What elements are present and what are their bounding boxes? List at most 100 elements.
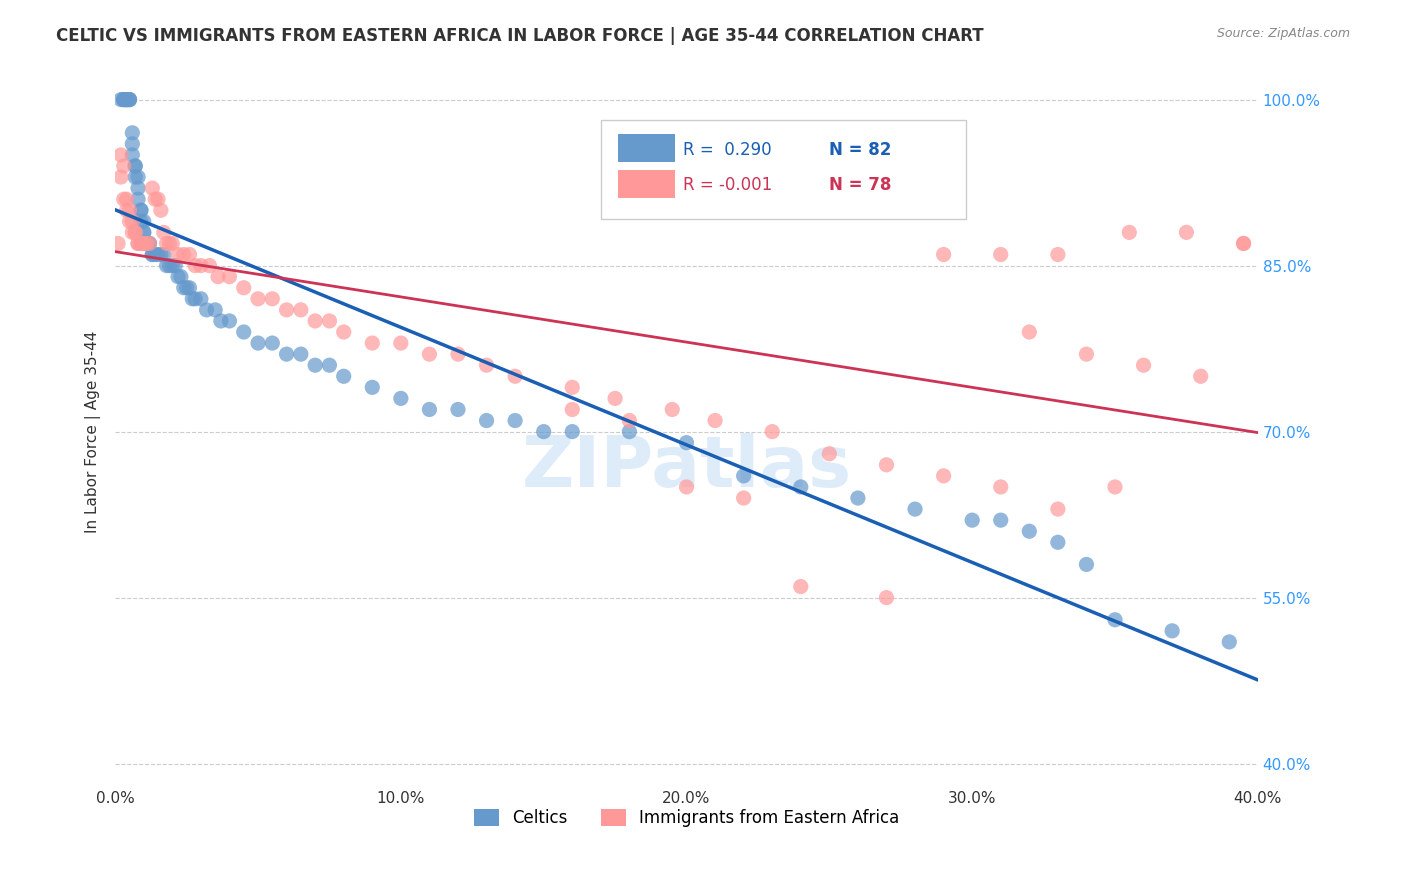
- Point: [159, 236, 181, 251]
- Point: [1161, 624, 1184, 638]
- Point: [124, 159, 146, 173]
- Point: [318, 358, 340, 372]
- Point: [218, 269, 240, 284]
- Point: [389, 392, 412, 406]
- Point: [146, 247, 169, 261]
- Point: [1118, 226, 1140, 240]
- Point: [790, 580, 813, 594]
- Point: [118, 93, 141, 107]
- Point: [932, 469, 955, 483]
- Point: [1076, 347, 1098, 361]
- Point: [132, 226, 155, 240]
- Point: [675, 435, 697, 450]
- Point: [990, 513, 1012, 527]
- Point: [262, 336, 284, 351]
- Point: [1104, 480, 1126, 494]
- Point: [112, 93, 135, 107]
- Point: [141, 247, 163, 261]
- Point: [167, 269, 190, 284]
- Point: [132, 236, 155, 251]
- Point: [1232, 236, 1254, 251]
- Point: [121, 214, 143, 228]
- Point: [129, 236, 152, 251]
- Point: [118, 93, 141, 107]
- Point: [875, 591, 897, 605]
- Point: [198, 259, 221, 273]
- Point: [115, 203, 138, 218]
- Point: [115, 192, 138, 206]
- Point: [162, 259, 184, 273]
- Point: [179, 281, 201, 295]
- Point: [110, 148, 132, 162]
- Point: [733, 469, 755, 483]
- Point: [619, 413, 641, 427]
- Point: [332, 325, 354, 339]
- FancyBboxPatch shape: [619, 134, 675, 162]
- FancyBboxPatch shape: [619, 169, 675, 198]
- Point: [603, 392, 626, 406]
- Point: [389, 336, 412, 351]
- Point: [1104, 613, 1126, 627]
- Point: [135, 236, 157, 251]
- Point: [1175, 226, 1198, 240]
- Point: [184, 292, 207, 306]
- Point: [447, 347, 470, 361]
- Point: [135, 236, 157, 251]
- Point: [124, 226, 146, 240]
- Point: [143, 192, 166, 206]
- Point: [209, 314, 232, 328]
- Point: [207, 269, 229, 284]
- Point: [135, 236, 157, 251]
- Point: [138, 236, 160, 251]
- Point: [165, 259, 187, 273]
- Point: [115, 93, 138, 107]
- Point: [124, 226, 146, 240]
- Point: [110, 169, 132, 184]
- Point: [149, 247, 172, 261]
- Point: [184, 259, 207, 273]
- Point: [152, 247, 174, 261]
- Point: [475, 413, 498, 427]
- Point: [675, 480, 697, 494]
- Point: [818, 447, 841, 461]
- Point: [121, 226, 143, 240]
- Point: [503, 413, 526, 427]
- Point: [790, 480, 813, 494]
- Point: [704, 413, 727, 427]
- Point: [932, 247, 955, 261]
- Point: [904, 502, 927, 516]
- Point: [533, 425, 555, 439]
- Point: [159, 259, 181, 273]
- Point: [1046, 247, 1069, 261]
- Point: [129, 203, 152, 218]
- Point: [138, 236, 160, 251]
- Point: [418, 347, 440, 361]
- Point: [112, 192, 135, 206]
- Point: [127, 236, 149, 251]
- Point: [204, 302, 226, 317]
- Point: [561, 380, 583, 394]
- Y-axis label: In Labor Force | Age 35-44: In Labor Force | Age 35-44: [86, 330, 101, 533]
- Point: [162, 236, 184, 251]
- Point: [127, 169, 149, 184]
- Point: [1132, 358, 1154, 372]
- Text: CELTIC VS IMMIGRANTS FROM EASTERN AFRICA IN LABOR FORCE | AGE 35-44 CORRELATION : CELTIC VS IMMIGRANTS FROM EASTERN AFRICA…: [56, 27, 984, 45]
- Point: [141, 181, 163, 195]
- Point: [1076, 558, 1098, 572]
- Point: [176, 281, 198, 295]
- Point: [112, 93, 135, 107]
- Point: [112, 159, 135, 173]
- Point: [167, 247, 190, 261]
- Point: [361, 336, 384, 351]
- Point: [121, 148, 143, 162]
- Point: [118, 203, 141, 218]
- Text: ZIPatlas: ZIPatlas: [522, 433, 852, 501]
- Point: [218, 314, 240, 328]
- Point: [276, 302, 298, 317]
- Point: [129, 214, 152, 228]
- Text: R =  0.290: R = 0.290: [683, 141, 772, 159]
- Point: [129, 236, 152, 251]
- Point: [361, 380, 384, 394]
- Point: [190, 259, 212, 273]
- Point: [1232, 236, 1254, 251]
